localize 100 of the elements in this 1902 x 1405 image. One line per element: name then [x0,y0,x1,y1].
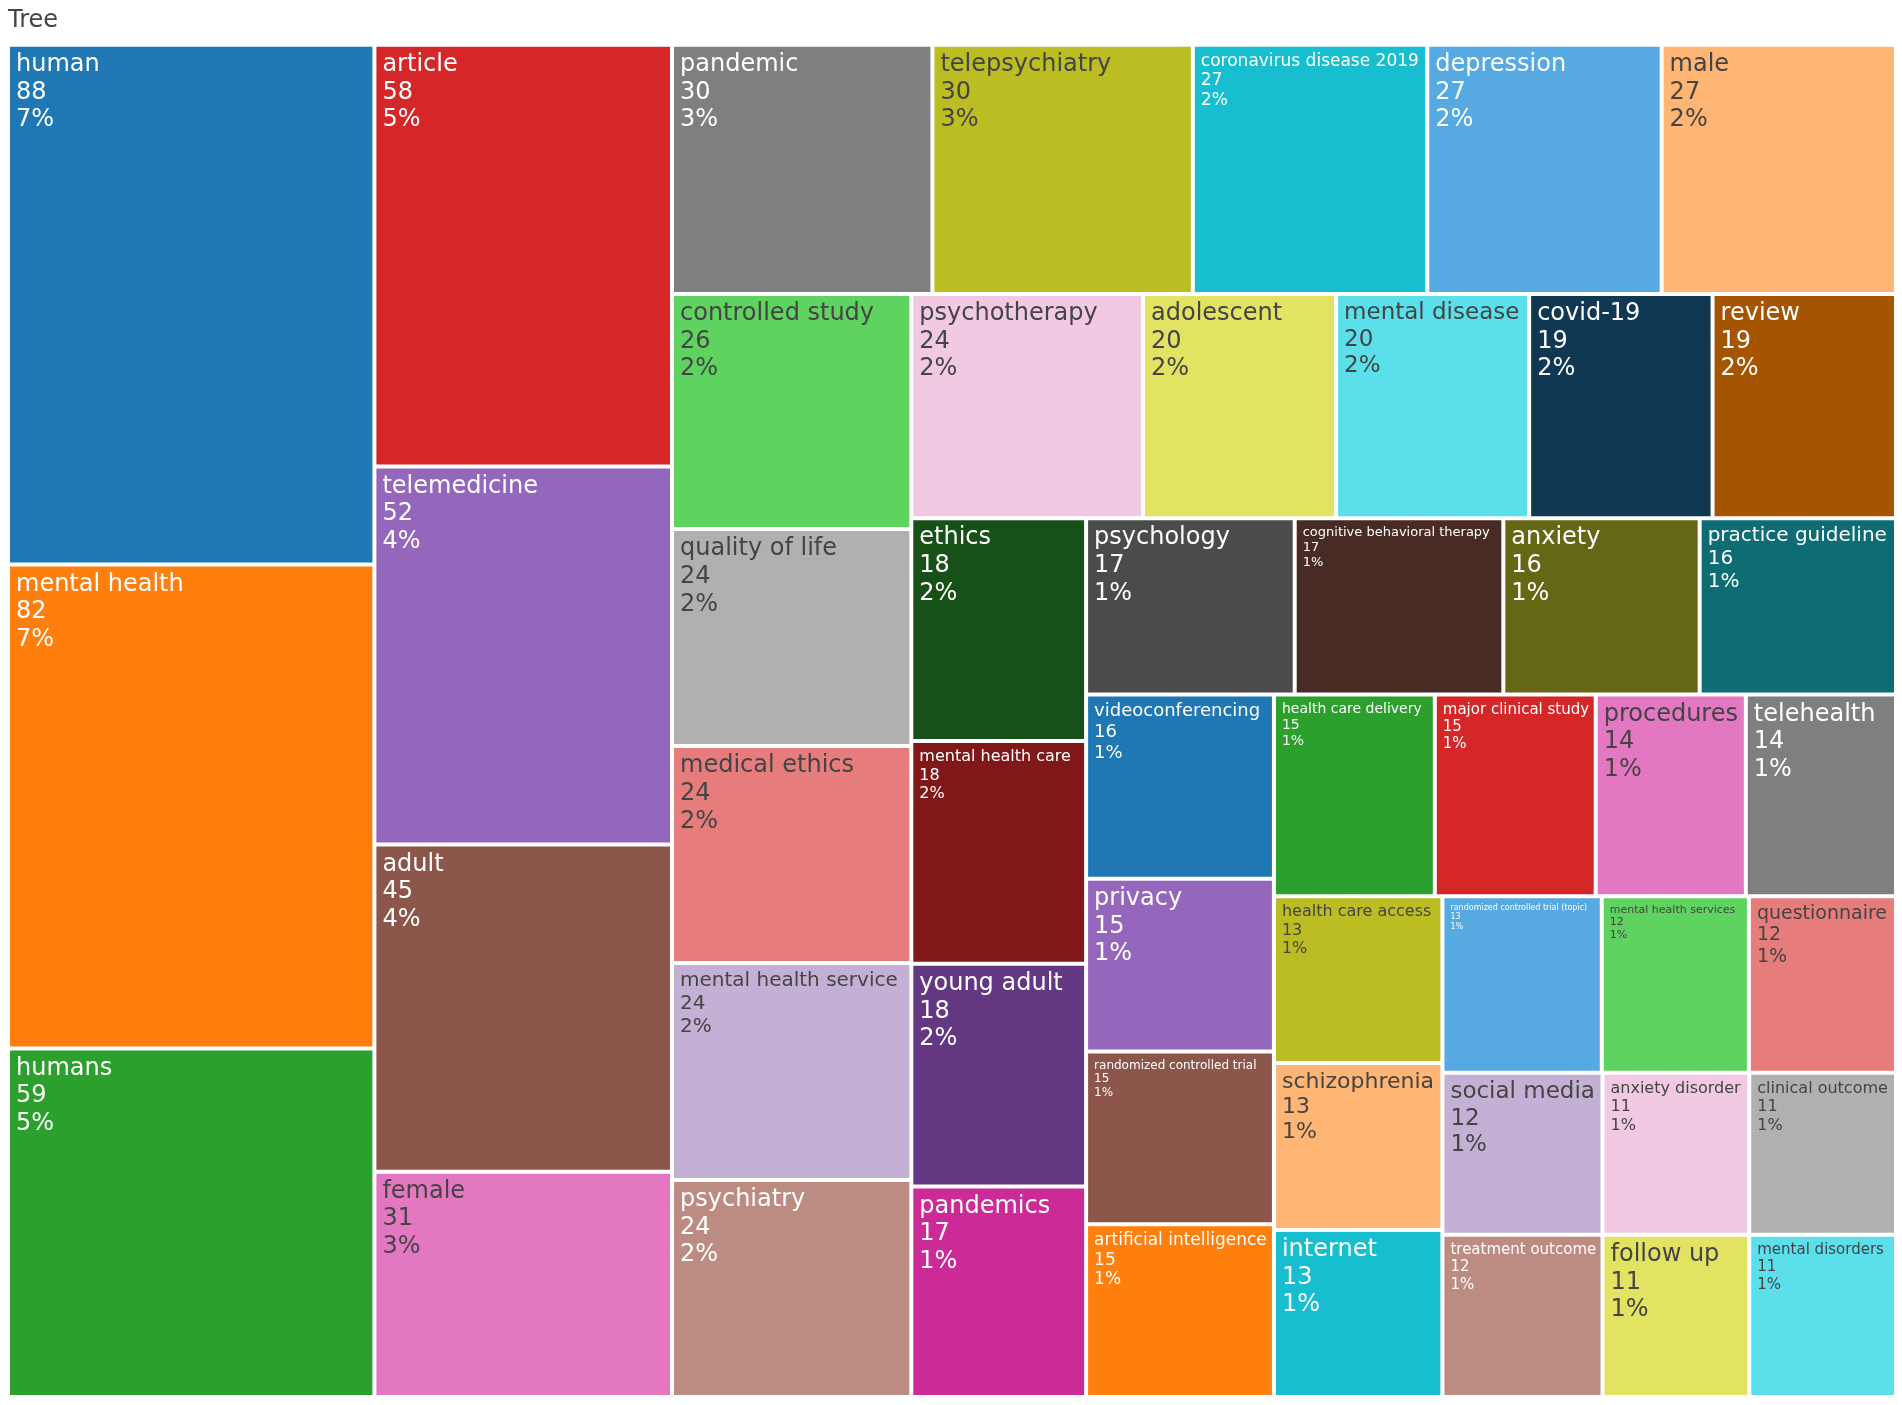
category-label: videoconferencing [1094,699,1261,721]
category-label: privacy [1094,882,1183,911]
data-label: 24 2% [680,560,719,617]
category-label: adult [382,848,444,877]
data-label: 13 1% [1450,912,1464,931]
data-label: 24 2% [680,1211,719,1268]
category-label: clinical outcome [1757,1077,1888,1097]
data-label: 17 1% [1302,538,1324,569]
category-label: pandemics [919,1190,1051,1219]
category-label: young adult [919,967,1063,996]
data-label: 30 3% [680,76,719,133]
category-label: procedures [1603,698,1738,727]
category-label: review [1720,298,1800,327]
category-label: coronavirus disease 2019 [1200,49,1419,70]
category-label: mental health [16,568,184,597]
category-label: follow up [1610,1239,1720,1268]
data-label: 15 1% [1442,717,1467,753]
category-label: adolescent [1151,298,1283,327]
category-label: telehealth [1753,698,1876,727]
category-label: psychology [1094,522,1230,551]
category-label: health care delivery [1281,700,1422,717]
category-label: telemedicine [382,470,538,499]
category-label: cognitive behavioral therapy [1302,524,1491,540]
data-label: 12 1% [1450,1257,1475,1293]
data-label: 27 2% [1200,69,1228,109]
data-label: 82 7% [16,596,55,652]
category-label: covid-19 [1537,298,1641,327]
category-label: controlled study [680,298,875,327]
data-label: 26 2% [680,325,719,382]
data-label: 45 4% [382,876,421,932]
category-label: medical ethics [680,750,854,779]
category-label: artificial intelligence [1094,1229,1267,1250]
category-label: randomized controlled trial [1094,1057,1257,1072]
category-label: article [382,49,458,78]
data-label: 27 2% [1435,76,1474,133]
data-label: 16 1% [1707,545,1740,593]
data-label: 27 2% [1669,76,1708,133]
data-label: 15 1% [1094,910,1133,967]
data-label: 11 1% [1757,1257,1782,1293]
category-label: treatment outcome [1450,1240,1597,1259]
category-label: major clinical study [1442,699,1590,718]
data-label: 20 2% [1151,325,1190,382]
category-label: mental health service [680,967,898,992]
data-label: 20 2% [1344,324,1381,378]
data-label: 18 2% [919,995,958,1052]
data-label: 15 1% [1281,716,1305,749]
data-label: 30 3% [940,76,979,133]
category-label: anxiety [1511,522,1601,551]
data-label: 24 2% [680,777,719,834]
data-label: 14 1% [1753,726,1792,782]
data-label: 12 1% [1450,1103,1487,1157]
category-label: psychotherapy [919,298,1098,327]
data-label: 24 2% [919,325,958,382]
data-label: 88 7% [16,76,55,133]
category-label: mental health care [919,746,1071,766]
category-label: internet [1281,1234,1377,1263]
data-label: 15 1% [1094,1071,1114,1100]
data-label: 11 1% [1757,1096,1783,1134]
data-label: 31 3% [382,1203,421,1260]
category-label: quality of life [680,533,838,562]
category-label: humans [16,1052,113,1081]
data-label: 19 2% [1720,325,1759,382]
data-label: 11 1% [1610,1096,1636,1134]
category-label: mental health services [1609,902,1736,916]
data-label: 12 1% [1756,922,1788,967]
data-label: 58 5% [382,76,421,133]
data-label: 13 1% [1281,1093,1317,1144]
data-label: 17 1% [919,1218,958,1274]
category-label: female [382,1175,466,1204]
category-label: human [16,49,100,78]
category-label: randomized controlled trial (topic) [1450,903,1588,913]
category-label: mental disorders [1757,1240,1885,1259]
category-label: mental disease [1344,298,1520,325]
category-label: schizophrenia [1281,1067,1435,1093]
data-label: 12 1% [1609,915,1628,941]
data-label: 11 1% [1610,1266,1649,1323]
data-label: 16 1% [1511,549,1550,606]
data-label: 17 1% [1094,549,1133,606]
data-label: 18 2% [919,549,958,606]
category-label: psychiatry [680,1184,806,1213]
category-label: questionnaire [1756,900,1888,923]
text: Tree [7,4,59,33]
data-label: 15 1% [1094,1248,1122,1289]
data-label: 13 1% [1281,1261,1321,1318]
data-label: 18 2% [919,764,945,802]
data-label: 14 1% [1603,726,1642,782]
category-label: depression [1435,49,1567,78]
category-label: practice guideline [1707,522,1887,547]
category-label: ethics [919,522,992,551]
category-label: anxiety disorder [1610,1077,1742,1097]
category-label: health care access [1281,901,1432,921]
category-label: male [1669,49,1730,78]
data-label: 13 1% [1281,919,1308,958]
category-label: telepsychiatry [940,49,1112,78]
data-label: 24 2% [680,990,712,1038]
category-label: social media [1450,1077,1595,1104]
category-label: pandemic [680,49,799,78]
data-label: 52 4% [382,498,421,554]
data-label: 19 2% [1537,325,1576,382]
data-label: 16 1% [1094,719,1123,762]
